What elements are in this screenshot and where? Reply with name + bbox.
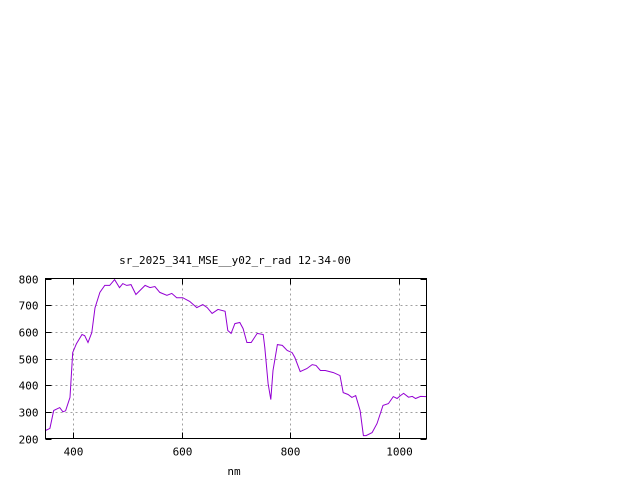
y-tick-label: 200 [19, 434, 39, 447]
chart-title: sr_2025_341_MSE__y02_r_rad 12-34-00 [119, 254, 351, 267]
y-tick-label: 700 [19, 300, 39, 313]
y-tick-label: 500 [19, 354, 39, 367]
x-tick-label: 400 [64, 446, 84, 459]
y-tick-labels: 200 300 400 500 600 700 800 [19, 274, 39, 447]
grid [45, 278, 427, 439]
y-tick-label: 600 [19, 327, 39, 340]
series-line [45, 278, 427, 437]
x-tick-label: 800 [281, 446, 301, 459]
y-tick-label: 300 [19, 407, 39, 420]
y-tick-label: 800 [19, 274, 39, 287]
ticks [45, 278, 427, 440]
y-tick-label: 400 [19, 380, 39, 393]
x-tick-labels: 400 600 800 1000 [64, 446, 413, 459]
x-tick-label: 1000 [386, 446, 413, 459]
plot-border [45, 278, 427, 439]
x-axis-label: nm [227, 465, 241, 478]
x-tick-label: 600 [173, 446, 193, 459]
